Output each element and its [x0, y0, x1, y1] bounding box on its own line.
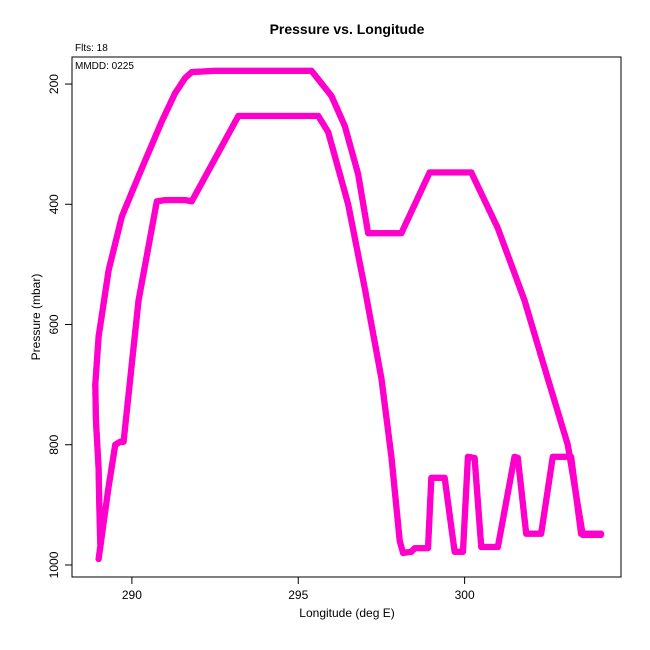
y-axis-label: Pressure (mbar) [29, 274, 43, 361]
mmdd-annotation: MMDD: 0225 [75, 61, 134, 72]
y-tick-label: 600 [47, 314, 61, 334]
y-tick-label: 1000 [47, 551, 61, 578]
x-tick-label: 300 [455, 588, 475, 602]
y-tick-label: 400 [47, 194, 61, 214]
y-tick-label: 200 [47, 74, 61, 94]
flights-annotation: Flts: 18 [75, 43, 108, 54]
data-point [598, 532, 604, 538]
y-tick-label: 800 [47, 434, 61, 454]
x-tick-label: 295 [288, 588, 308, 602]
x-tick-label: 290 [122, 588, 142, 602]
x-axis-label: Longitude (deg E) [299, 606, 394, 620]
chart-title: Pressure vs. Longitude [270, 21, 425, 37]
